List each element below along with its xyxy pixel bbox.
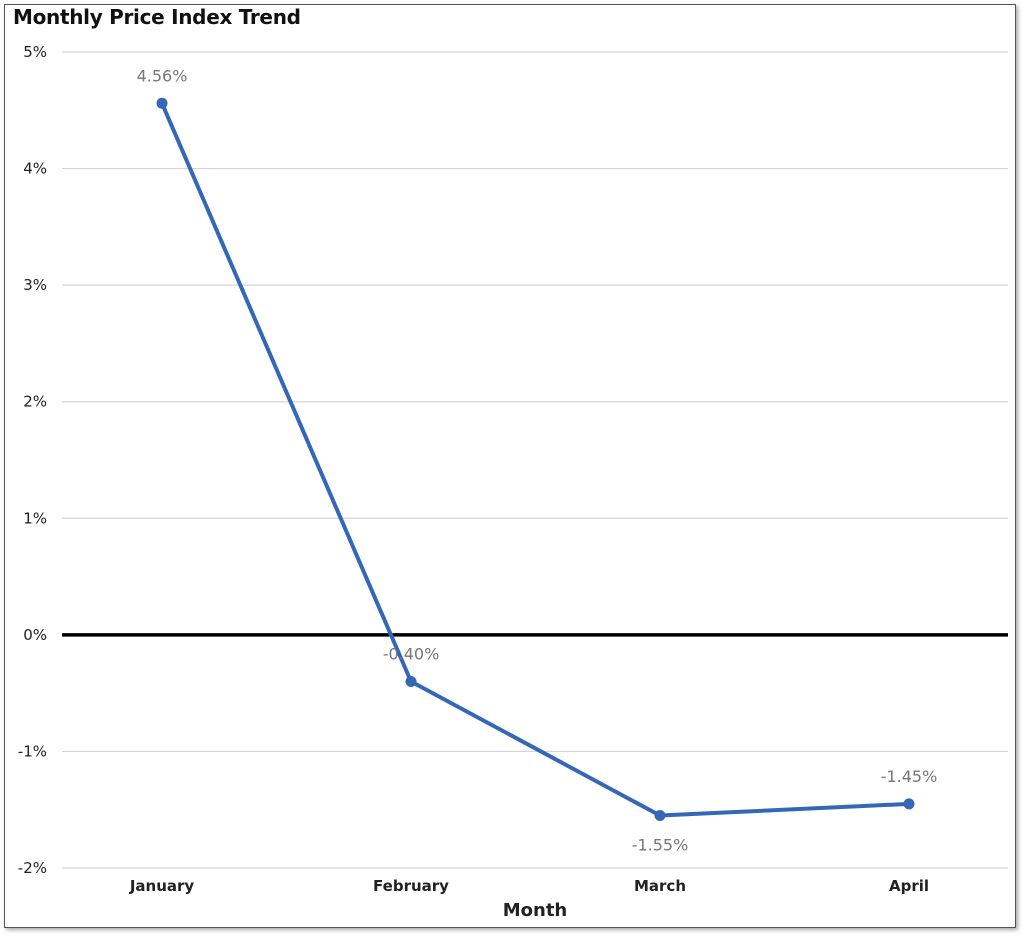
x-axis-label: Month — [503, 900, 568, 921]
data-point — [654, 810, 666, 822]
x-tick-label: February — [373, 877, 449, 895]
x-tick-label: April — [889, 877, 929, 895]
y-tick-label: -1% — [18, 742, 47, 760]
chart-title: Monthly Price Index Trend — [13, 5, 301, 29]
series-line — [160, 101, 911, 818]
y-tick-label: 1% — [23, 509, 47, 527]
data-label: -1.45% — [881, 767, 938, 786]
y-tick-label: 3% — [23, 276, 47, 294]
data-point — [405, 675, 417, 687]
series-group — [156, 97, 915, 822]
data-label: 4.56% — [137, 66, 188, 85]
y-tick-label: 5% — [23, 43, 47, 61]
chart-frame — [4, 4, 1016, 928]
y-tick-label: 2% — [23, 393, 47, 411]
y-tick-label: -2% — [18, 859, 47, 877]
x-tick-label: March — [634, 877, 686, 895]
gridlines — [62, 51, 1008, 869]
y-axis-ticks: 5% 4% 3% 2% 1% 0% -1% -2% — [18, 43, 47, 877]
x-axis-ticks: January February March April — [129, 877, 929, 895]
data-label: -1.55% — [632, 836, 689, 855]
y-tick-label: 4% — [23, 160, 47, 178]
data-labels: 4.56% -0.40% -1.55% -1.45% — [137, 66, 938, 854]
y-tick-label: 0% — [23, 626, 47, 644]
x-tick-label: January — [129, 877, 195, 895]
data-point — [156, 97, 168, 109]
data-point — [903, 798, 915, 810]
data-label: -0.40% — [383, 644, 440, 663]
